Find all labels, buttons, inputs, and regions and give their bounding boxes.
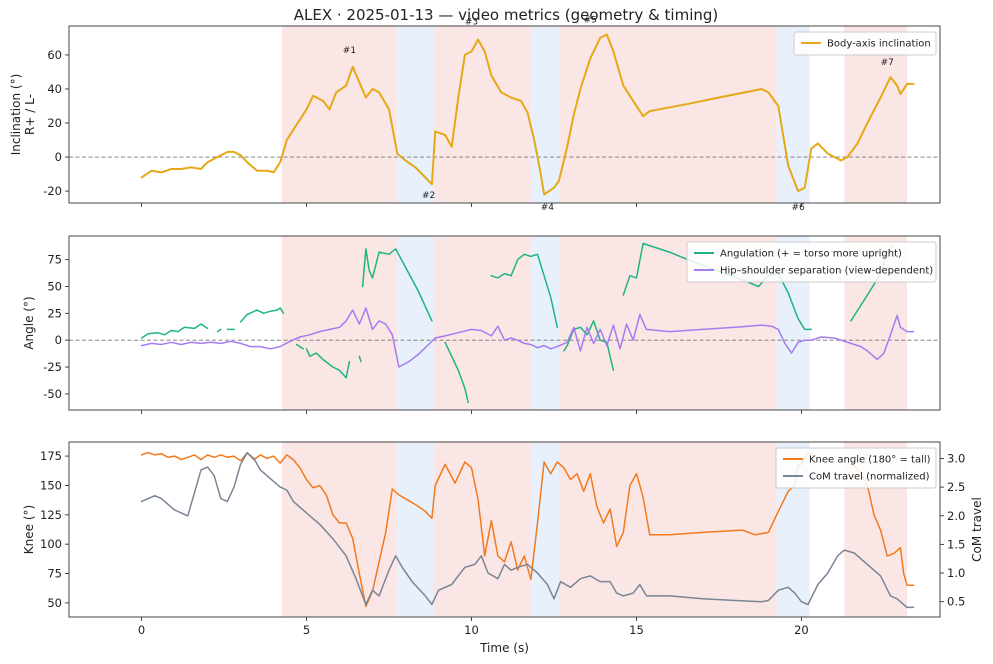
inclination-panel: -20 0 20 40 60 Inclination (°) R+ / L- #1 #2 #3 #4… — [9, 16, 941, 213]
legend: Body-axis inclination — [793, 31, 937, 56]
x-tick-label: 5 — [303, 623, 310, 637]
y-tick-label: 0 — [55, 150, 62, 164]
phase-band-red — [433, 236, 531, 410]
x-tick-label: 0 — [138, 623, 145, 637]
y-axis-label: Angle (°) — [22, 296, 36, 349]
inclination-series-line — [140, 33, 915, 196]
separation-series-line — [140, 307, 915, 368]
phase-band-red — [433, 26, 531, 203]
angulation-series-line — [216, 328, 222, 333]
com-series-line — [140, 452, 915, 609]
phase-band-red — [558, 442, 777, 617]
peak-annotation: #6 — [791, 203, 805, 213]
y-tick-label: 25 — [47, 306, 62, 320]
y2-tick-label: 1.5 — [947, 537, 965, 551]
y-tick-label: 50 — [47, 279, 62, 293]
x-tick-label: 10 — [464, 623, 479, 637]
angulation-series-line — [305, 348, 351, 379]
phase-band-red — [281, 26, 398, 203]
legend-label: Angulation (+ = torso more upright) — [720, 249, 902, 260]
y-tick-label: 40 — [47, 82, 62, 96]
y-axis-label: Inclination (°) — [9, 74, 23, 156]
legend-box — [775, 447, 937, 489]
angulation-series-line — [239, 307, 285, 323]
figure-title: ALEX · 2025-01-13 — video metrics (geome… — [294, 6, 719, 24]
phase-band-red — [281, 442, 398, 617]
legend-label: CoM travel (normalized) — [809, 472, 930, 483]
y-tick-label: -25 — [43, 360, 62, 374]
plot-frame — [68, 441, 941, 618]
legend-box — [793, 31, 937, 56]
angulation-series-line — [490, 253, 559, 329]
phase-band-blue — [397, 26, 434, 203]
phase-band-blue — [530, 26, 559, 203]
y-tick-label: 175 — [40, 449, 62, 463]
peak-annotation: #2 — [422, 191, 435, 201]
peak-annotation: #5 — [584, 16, 597, 26]
plot-frame — [68, 235, 941, 411]
y-axis-label: Knee (°) — [22, 505, 36, 554]
knee-com-panel: 0 5 10 15 20 50 75 100 125 150 175 0.5 1.0 1.5 2.0 2.5 3… — [22, 441, 984, 655]
y-axis-sublabel: R+ / L- — [23, 94, 37, 135]
x-axis-label: Time (s) — [479, 641, 529, 655]
plot-frame — [68, 25, 941, 204]
y2-tick-label: 0.5 — [947, 595, 965, 609]
angulation-series-line — [295, 343, 304, 350]
angulation-series-line — [140, 323, 209, 339]
y-tick-label: 75 — [47, 253, 62, 267]
peak-annotation: #3 — [465, 17, 478, 27]
y2-tick-label: 1.0 — [947, 566, 965, 580]
y-tick-label: 125 — [40, 508, 62, 522]
phase-band-blue — [397, 442, 434, 617]
angle-panel: -50 -25 0 25 50 75 Angle (°) Angulation (+ = to… — [22, 235, 941, 414]
y-tick-label: 50 — [47, 596, 62, 610]
y-tick-label: -20 — [43, 184, 62, 198]
y-tick-label: 75 — [47, 567, 62, 581]
x-tick-label: 20 — [794, 623, 809, 637]
angulation-series-line — [361, 248, 433, 322]
y-tick-label: 150 — [40, 478, 62, 492]
legend: Knee angle (180° = tall) CoM travel (norm… — [775, 447, 937, 489]
y2-tick-label: 2.5 — [947, 480, 965, 494]
y-tick-label: 0 — [55, 333, 62, 347]
x-tick-label: 15 — [629, 623, 644, 637]
phase-band-blue — [530, 236, 559, 410]
peak-annotation: #1 — [343, 46, 356, 56]
legend: Angulation (+ = torso more upright) Hip–s… — [686, 241, 937, 283]
phase-band-red — [281, 236, 398, 410]
legend-label: Body-axis inclination — [827, 39, 931, 50]
y2-axis-label: CoM travel — [970, 497, 984, 562]
legend-label: Hip–shoulder separation (view-dependent) — [720, 266, 933, 277]
phase-band-blue — [530, 442, 559, 617]
peak-annotation: #4 — [541, 203, 555, 213]
y-tick-label: 100 — [40, 537, 62, 551]
phase-band-blue — [397, 236, 434, 410]
legend-label: Knee angle (180° = tall) — [809, 455, 931, 466]
legend-box — [686, 241, 937, 283]
angulation-series-line — [358, 355, 362, 363]
y-tick-label: -50 — [43, 387, 62, 401]
angulation-series-line — [444, 341, 469, 404]
peak-annotation: #7 — [881, 58, 894, 68]
y-tick-label: 20 — [47, 116, 62, 130]
y2-tick-label: 2.0 — [947, 509, 965, 523]
y2-tick-label: 3.0 — [947, 451, 965, 465]
knee-series-line — [140, 451, 816, 608]
y-tick-label: 60 — [47, 48, 62, 62]
phase-band-red — [558, 26, 777, 203]
